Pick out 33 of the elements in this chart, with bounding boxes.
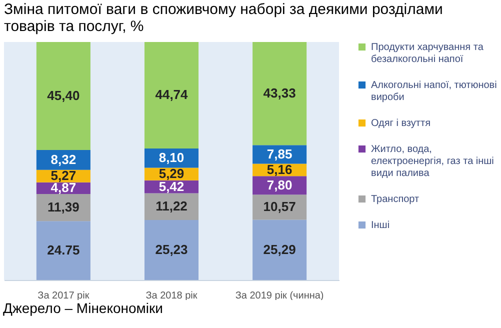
data-label: 45,40 [47, 88, 80, 104]
data-label: 25,29 [263, 242, 296, 257]
data-label: 5,29 [158, 166, 184, 182]
data-label: 7,85 [266, 146, 292, 162]
data-label: 5,27 [50, 168, 76, 184]
legend-label: Житло, вода, електроенергія, газ та інші види палива [371, 144, 494, 179]
legend-label: Одяг і взуття [371, 118, 430, 129]
text: Джерело – Мінекономіки [3, 300, 164, 316]
data-label: 8,32 [50, 152, 76, 167]
data-label: 5,16 [266, 162, 292, 177]
bar [252, 42, 307, 146]
data-label: 5,42 [158, 178, 184, 194]
bar [36, 221, 90, 280]
chart-title: Зміна питомої ваги в споживчому наборі за деякими розділами товарів та послуг, % [4, 1, 443, 35]
legend-label: Транспорт [371, 194, 420, 205]
data-label: 10,57 [263, 199, 296, 214]
data-label: 24.75 [47, 242, 80, 258]
data-label: 8,10 [158, 150, 184, 166]
data-label: 44,74 [155, 87, 189, 102]
data-label: 25,23 [155, 242, 188, 257]
bar [144, 220, 199, 280]
legend-label: Інші [371, 220, 390, 231]
bar [36, 42, 90, 150]
data-label: 11,39 [48, 200, 80, 215]
bar [252, 194, 307, 220]
data-label: 11,22 [156, 198, 188, 214]
data-label: 7,80 [266, 177, 292, 192]
bar [252, 220, 307, 280]
bar [144, 42, 199, 148]
data-label: 43,33 [263, 86, 296, 101]
legend-label: Алкогольні напої, тютюнові вироби [371, 80, 497, 103]
bar [144, 193, 199, 220]
legend-label: Продукти харчування та безалкогольні напої [371, 42, 484, 65]
